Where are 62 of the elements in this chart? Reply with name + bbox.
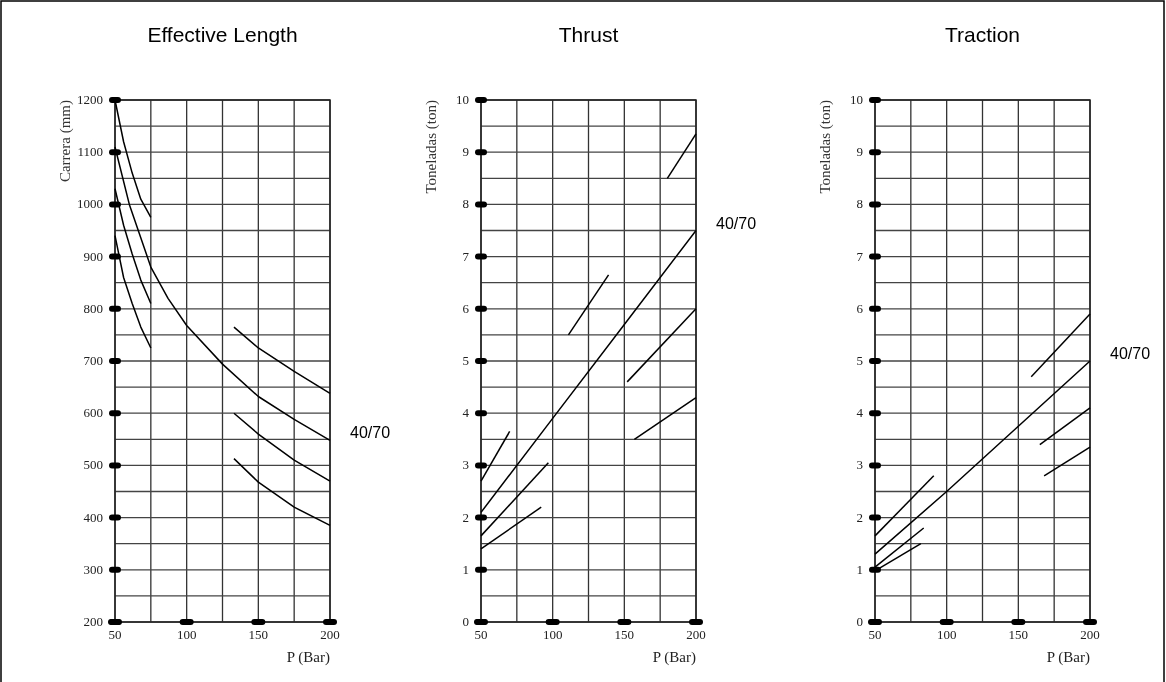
- y-tick-label: 1100: [77, 144, 103, 160]
- y-tick-label: 0: [462, 614, 469, 629]
- y-tick-label: 500: [83, 457, 103, 473]
- y-tick-label: 10: [456, 92, 469, 107]
- x-axis-title: P (Bar): [1046, 649, 1090, 666]
- x-tick-label: 150: [614, 627, 635, 642]
- line-series: [233, 326, 331, 395]
- y-tick-label: 6: [856, 300, 864, 316]
- y-tick-label: 7: [856, 248, 864, 264]
- y-tick-label: 800: [83, 300, 103, 316]
- x-tick-label: 100: [176, 627, 197, 642]
- text: 40/70: [350, 424, 391, 442]
- text: 40/70: [1110, 345, 1151, 362]
- y-tick-label: 0: [856, 614, 863, 629]
- y-axis-title: Carrera (mm): [57, 100, 74, 183]
- y-tick-label: 600: [83, 405, 103, 421]
- y-axis-title: Toneladas (ton): [423, 100, 440, 194]
- y-tick-label: 4: [462, 405, 470, 421]
- y-tick-label: 7: [462, 248, 470, 264]
- y-tick-label: 6: [462, 300, 470, 316]
- y-tick-label: 1200: [77, 92, 103, 107]
- y-tick-label: 10: [850, 92, 863, 107]
- x-tick-label: 50: [108, 627, 122, 642]
- x-tick-label: 50: [868, 627, 882, 642]
- y-tick-label: 900: [83, 248, 103, 264]
- x-tick-label: 150: [1008, 627, 1029, 642]
- y-tick-label: 400: [83, 509, 103, 525]
- x-axis-title: P (Bar): [286, 649, 330, 666]
- chart-title: Thrust: [558, 23, 619, 46]
- y-tick-label: 300: [83, 561, 103, 577]
- y-tick-label: 2: [462, 509, 469, 525]
- y-tick-label: 1: [856, 561, 863, 577]
- y-axis-title: Toneladas (ton): [817, 100, 834, 194]
- y-tick-label: 1000: [77, 196, 103, 212]
- x-tick-label: 100: [936, 627, 957, 642]
- y-tick-label: 8: [856, 196, 863, 212]
- x-axis-title: P (Bar): [652, 649, 696, 666]
- x-tick-label: 200: [686, 627, 706, 642]
- y-tick-label: 200: [83, 614, 103, 629]
- y-tick-label: 1: [462, 561, 469, 577]
- y-tick-label: 5: [462, 353, 469, 368]
- chart-title: Traction: [944, 23, 1021, 46]
- y-tick-label: 9: [462, 144, 469, 160]
- line-series: [874, 360, 1091, 555]
- y-tick-label: 2: [856, 509, 863, 525]
- y-tick-label: 4: [856, 405, 864, 421]
- y-tick-label: 3: [462, 457, 469, 473]
- y-tick-label: 3: [856, 457, 863, 473]
- x-tick-label: 100: [542, 627, 563, 642]
- x-tick-label: 50: [474, 627, 488, 642]
- y-tick-label: 8: [462, 196, 469, 212]
- line-series: [480, 229, 697, 514]
- line-series: [233, 457, 331, 527]
- x-tick-label: 200: [1080, 627, 1100, 642]
- y-tick-label: 5: [856, 353, 863, 368]
- y-tick-label: 700: [83, 353, 103, 368]
- line-series: [233, 412, 331, 482]
- chart-title: Effective Length: [147, 23, 298, 46]
- x-tick-label: 150: [248, 627, 269, 642]
- x-tick-label: 200: [320, 627, 340, 642]
- y-tick-label: 9: [856, 144, 863, 160]
- text: 40/70: [716, 214, 757, 232]
